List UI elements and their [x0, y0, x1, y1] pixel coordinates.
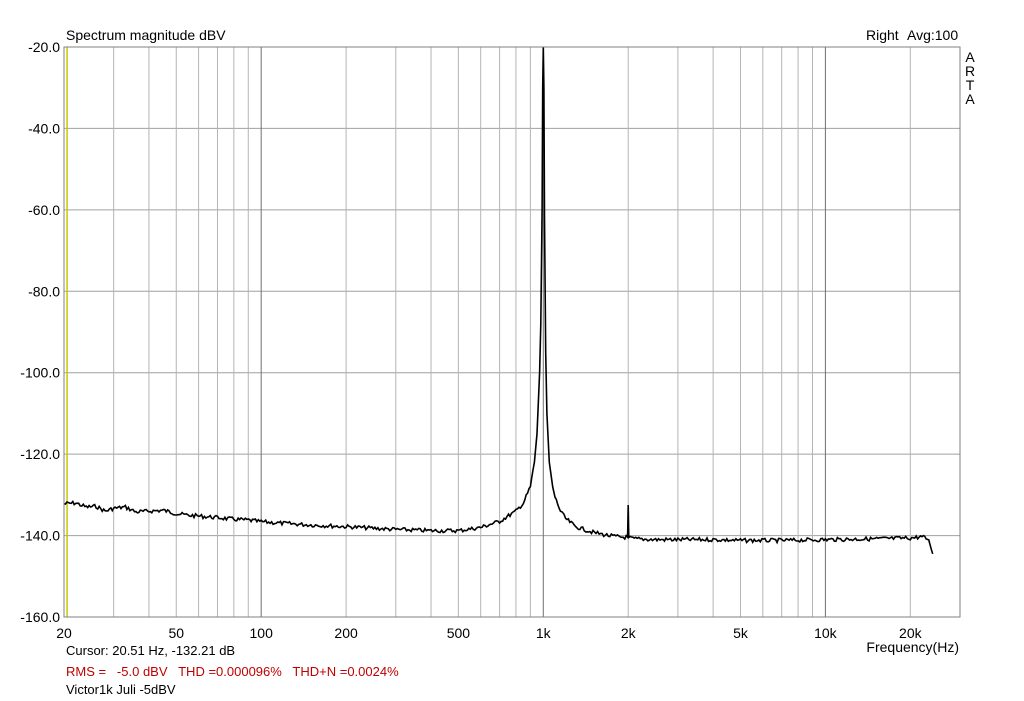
y-tick-label: -160.0	[20, 609, 60, 625]
cursor-readout: Cursor: 20.51 Hz, -132.21 dB	[66, 643, 236, 658]
stats-readout: RMS = -5.0 dBV THD =0.000096% THD+N =0.0…	[66, 664, 399, 679]
y-tick-label: -120.0	[20, 446, 60, 462]
x-tick-label: 10k	[814, 625, 838, 641]
x-tick-label: 500	[447, 625, 471, 641]
y-tick-label: -20.0	[28, 39, 60, 55]
avg-label: Avg:100	[907, 27, 958, 43]
brand-letter: R	[965, 63, 975, 79]
brand-letter: A	[965, 49, 975, 65]
x-axis: 20 50 100 200 500 1k 2k 5k 10k 20k	[56, 625, 922, 641]
y-tick-label: -80.0	[28, 283, 60, 299]
x-tick-label: 200	[334, 625, 358, 641]
y-tick-label: -100.0	[20, 365, 60, 381]
x-tick-label: 20k	[899, 625, 923, 641]
x-tick-label: 100	[250, 625, 274, 641]
y-tick-label: -40.0	[28, 120, 60, 136]
brand-letter: T	[966, 77, 975, 93]
y-tick-label: -60.0	[28, 202, 60, 218]
x-tick-label: 5k	[733, 625, 749, 641]
brand-letter: A	[965, 91, 975, 107]
x-tick-label: 50	[168, 625, 184, 641]
chart-title: Spectrum magnitude dBV	[66, 27, 226, 43]
x-tick-label: 20	[56, 625, 72, 641]
x-axis-label: Frequency(Hz)	[866, 639, 959, 655]
plot-frame	[63, 46, 961, 618]
channel-label: Right	[866, 27, 899, 43]
x-tick-label: 2k	[621, 625, 637, 641]
grid	[64, 46, 960, 618]
y-axis: -20.0 -40.0 -60.0 -80.0 -100.0 -120.0 -140.0 -1…	[20, 39, 60, 625]
measurement-label: Victor1k Juli -5dBV	[66, 682, 176, 697]
series-line-spectrum	[63, 46, 934, 555]
x-tick-label: 1k	[536, 625, 552, 641]
y-tick-label: -140.0	[20, 528, 60, 544]
